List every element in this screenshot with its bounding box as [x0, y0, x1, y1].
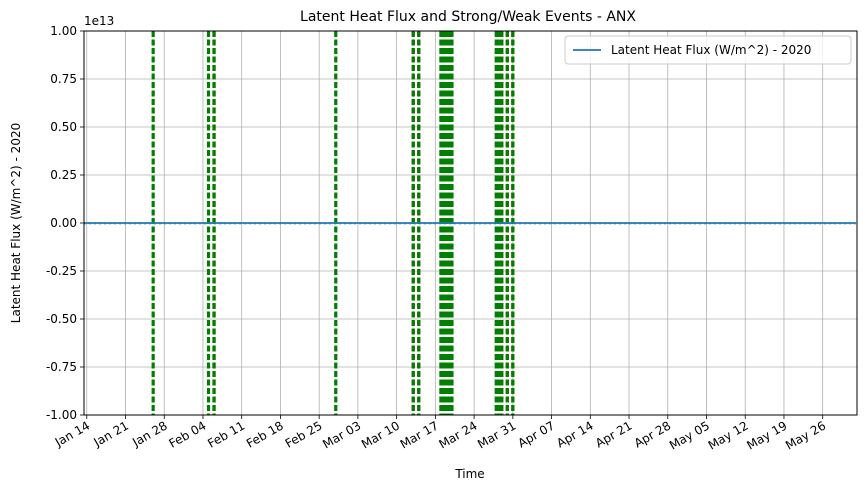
x-tick-label: Mar 10	[359, 418, 402, 451]
x-tick-label: Feb 11	[205, 418, 247, 450]
x-tick-label: Apr 14	[554, 418, 596, 450]
x-tick-label: Mar 17	[398, 418, 441, 451]
x-tick-label: Apr 07	[516, 418, 558, 450]
x-tick-label: Mar 31	[475, 418, 518, 451]
legend-box	[564, 35, 852, 65]
x-tick-label: Feb 04	[167, 418, 209, 450]
y-tick-label: 0.75	[50, 72, 77, 86]
x-tick-label: Apr 21	[593, 418, 635, 450]
x-tick-label: Apr 28	[632, 418, 674, 450]
y-tick-label: -0.50	[46, 312, 77, 326]
y-tick-label: 1.00	[50, 24, 77, 38]
x-tick-label: Feb 25	[283, 418, 325, 450]
x-tick-label: Feb 18	[244, 418, 286, 450]
x-tick-label: Jan 14	[52, 418, 92, 449]
y-tick-label: 0.50	[50, 120, 77, 134]
x-tick-label: May 12	[706, 418, 751, 452]
y-axis-label: Latent Heat Flux (W/m^2) - 2020	[9, 123, 23, 323]
chart-title: Latent Heat Flux and Strong/Weak Events …	[300, 9, 636, 25]
x-tick-label: May 26	[783, 418, 828, 452]
x-tick-label: Mar 24	[436, 418, 479, 451]
x-tick-label: Jan 28	[129, 418, 169, 449]
x-tick-label: May 05	[667, 418, 712, 452]
y-tick-label: -1.00	[46, 408, 77, 422]
y-offset-label: 1e13	[84, 14, 114, 28]
x-axis-label: Time	[454, 467, 484, 481]
series-layer	[84, 222, 856, 225]
y-tick-label: 0.00	[50, 216, 77, 230]
x-tick-label: Jan 21	[91, 418, 131, 449]
y-tick-label: -0.75	[46, 360, 77, 374]
y-tick-label: -0.25	[46, 264, 77, 278]
x-tick-label: May 19	[744, 418, 789, 452]
y-tick-label: 0.25	[50, 168, 77, 182]
y-axis: -1.00 -0.75 -0.50 -0.25 0.00 0.25 0.50 0.75 1.00	[46, 24, 84, 422]
x-tick-label: Mar 03	[320, 418, 363, 451]
legend-entry: Latent Heat Flux (W/m^2) - 2020	[611, 43, 811, 57]
legend: Latent Heat Flux (W/m^2) - 2020	[564, 35, 852, 65]
